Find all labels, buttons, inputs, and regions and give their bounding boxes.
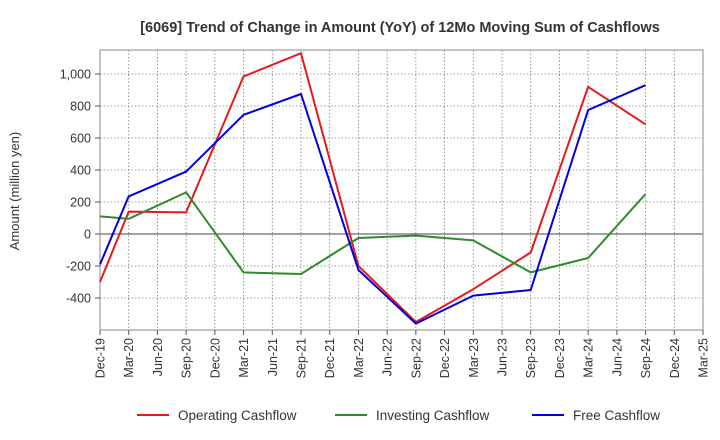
legend-label: Investing Cashflow xyxy=(376,408,490,423)
series-line-investing-cashflow xyxy=(99,191,647,275)
y-tick-label: 200 xyxy=(70,196,91,210)
series-line-free-cashflow xyxy=(99,84,646,325)
y-tick-label: 800 xyxy=(70,100,91,114)
series-lines xyxy=(99,52,647,325)
x-tick-label: Mar-24 xyxy=(582,338,596,378)
x-axis-ticks: Dec-19 Mar-20 Jun-20 Sep-20 Dec-20 Mar-21 Jun-… xyxy=(94,330,711,378)
x-tick-label: Dec-19 xyxy=(94,338,108,378)
y-axis-label: Amount (million yen) xyxy=(7,132,22,251)
x-tick-label: Mar-22 xyxy=(352,338,366,378)
x-tick-label: Sep-20 xyxy=(180,338,194,378)
x-tick-label: Mar-25 xyxy=(697,338,711,378)
x-tick-label: Jun-24 xyxy=(610,338,624,376)
x-tick-label: Mar-21 xyxy=(237,338,251,378)
x-tick-label: Dec-22 xyxy=(438,338,452,378)
legend: Operating Cashflow Investing Cashflow Free… xyxy=(137,408,660,423)
x-tick-label: Mar-23 xyxy=(467,338,481,378)
x-tick-label: Jun-23 xyxy=(496,338,510,376)
y-tick-label: -200 xyxy=(66,260,91,274)
y-tick-label: 1,000 xyxy=(60,68,91,82)
x-tick-label: Dec-21 xyxy=(323,338,337,378)
x-tick-label: Dec-24 xyxy=(668,338,682,378)
x-tick-label: Sep-23 xyxy=(524,338,538,378)
y-tick-label: 400 xyxy=(70,164,91,178)
x-tick-label: Dec-23 xyxy=(553,338,567,378)
x-tick-label: Sep-24 xyxy=(639,338,653,378)
y-tick-label: 600 xyxy=(70,132,91,146)
chart-title: [6069] Trend of Change in Amount (YoY) o… xyxy=(140,20,660,36)
plot-frame xyxy=(99,49,704,331)
x-tick-label: Dec-20 xyxy=(208,338,222,378)
legend-label: Free Cashflow xyxy=(573,408,660,423)
series-line-operating-cashflow xyxy=(99,52,647,323)
y-tick-label: 0 xyxy=(84,228,91,242)
x-tick-label: Jun-21 xyxy=(266,338,280,376)
legend-label: Operating Cashflow xyxy=(178,408,297,423)
y-axis-ticks: -400 -200 0 200 400 600 800 1,000 xyxy=(60,68,100,306)
x-tick-label: Sep-22 xyxy=(409,338,423,378)
grid xyxy=(99,50,704,330)
x-tick-label: Sep-21 xyxy=(295,338,309,378)
y-tick-label: -400 xyxy=(66,292,91,306)
x-tick-label: Mar-20 xyxy=(122,338,136,378)
x-tick-label: Jun-20 xyxy=(151,338,165,376)
x-tick-label: Jun-22 xyxy=(381,338,395,376)
